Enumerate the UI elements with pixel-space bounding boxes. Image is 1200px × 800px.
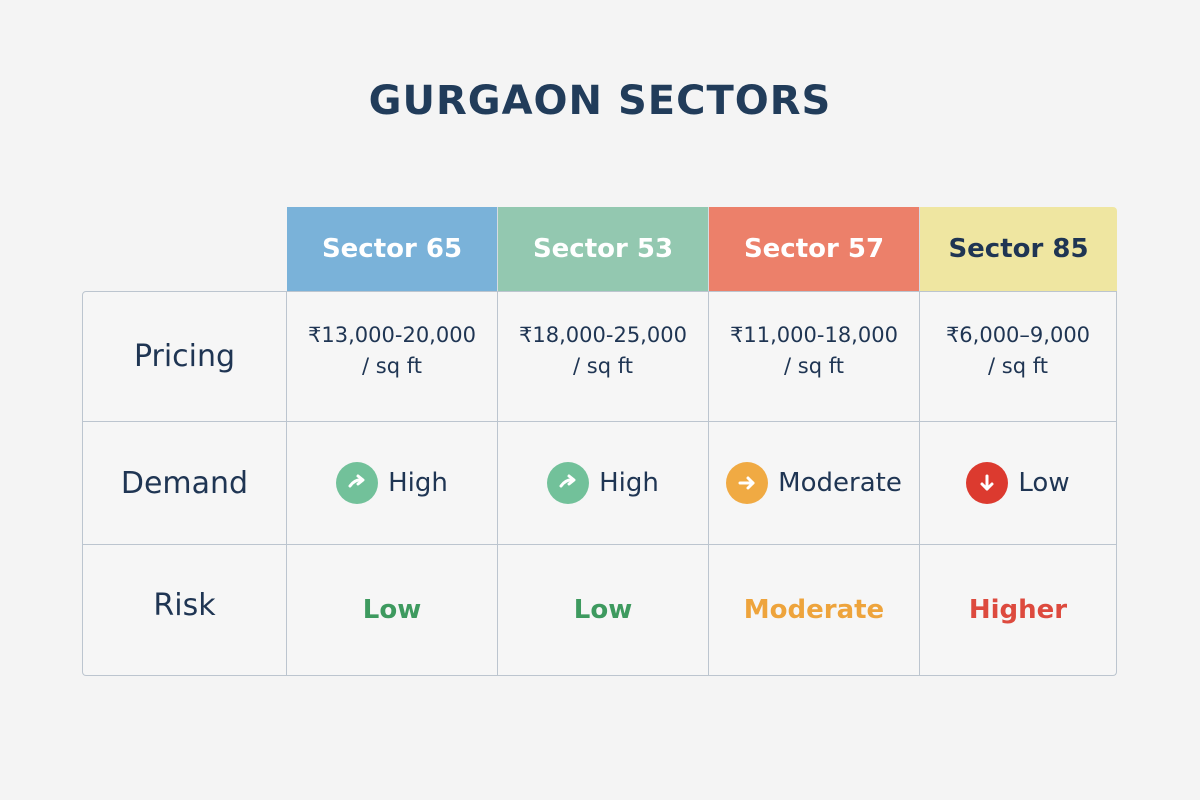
risk-cell-sector-65: Low xyxy=(287,545,498,676)
price-range: ₹18,000-25,000 xyxy=(519,322,687,347)
column-header-sector-57: Sector 57 xyxy=(709,207,920,291)
price-unit: / sq ft xyxy=(988,353,1048,378)
page-title: GURGAON SECTORS xyxy=(368,78,832,124)
column-header-sector-65: Sector 65 xyxy=(287,207,498,291)
pricing-cell-sector-85: ₹6,000–9,000 / sq ft xyxy=(920,291,1117,422)
row-label-text: Risk xyxy=(153,587,216,623)
column-header-label: Sector 85 xyxy=(948,234,1089,264)
risk-text: Low xyxy=(573,595,633,625)
risk-text: Moderate xyxy=(743,595,885,625)
column-header-sector-85: Sector 85 xyxy=(920,207,1117,291)
risk-cell-sector-85: Higher xyxy=(920,545,1117,676)
pricing-cell-sector-53: ₹18,000-25,000 / sq ft xyxy=(498,291,709,422)
trend-up-arrow-icon xyxy=(547,462,590,504)
pricing-cell-sector-65: ₹13,000-20,000 / sq ft xyxy=(287,291,498,422)
price-unit: / sq ft xyxy=(573,353,633,378)
price-unit: / sq ft xyxy=(362,353,422,378)
row-label-demand: Demand xyxy=(82,422,287,545)
column-header-label: Sector 57 xyxy=(743,234,885,264)
row-label-text: Demand xyxy=(120,465,249,501)
price-unit: / sq ft xyxy=(784,353,844,378)
row-label-pricing: Pricing xyxy=(82,291,287,422)
demand-text: High xyxy=(599,468,659,498)
risk-text: Low xyxy=(362,595,422,625)
demand-cell-sector-65: High xyxy=(287,422,498,545)
down-arrow-icon xyxy=(966,462,1009,504)
pricing-cell-sector-57: ₹11,000-18,000 / sq ft xyxy=(709,291,920,422)
demand-cell-sector-57: Moderate xyxy=(709,422,920,545)
right-arrow-icon xyxy=(726,462,769,504)
risk-cell-sector-53: Low xyxy=(498,545,709,676)
risk-text: Higher xyxy=(968,595,1068,625)
trend-up-arrow-icon xyxy=(336,462,379,504)
column-header-label: Sector 65 xyxy=(321,234,463,264)
demand-text: Moderate xyxy=(778,468,902,498)
row-label-text: Pricing xyxy=(133,339,236,374)
price-range: ₹13,000-20,000 xyxy=(308,322,476,347)
demand-text: Low xyxy=(1018,468,1070,498)
comparison-table: Sector 65 Sector 53 Sector 57 Sector 85 … xyxy=(82,207,1117,676)
price-range: ₹11,000-18,000 xyxy=(730,322,898,347)
risk-cell-sector-57: Moderate xyxy=(709,545,920,676)
demand-cell-sector-53: High xyxy=(498,422,709,545)
column-header-label: Sector 53 xyxy=(532,234,674,264)
demand-text: High xyxy=(388,468,448,498)
column-header-sector-53: Sector 53 xyxy=(498,207,709,291)
row-label-risk: Risk xyxy=(82,545,287,676)
price-range: ₹6,000–9,000 xyxy=(945,322,1091,347)
demand-cell-sector-85: Low xyxy=(920,422,1117,545)
